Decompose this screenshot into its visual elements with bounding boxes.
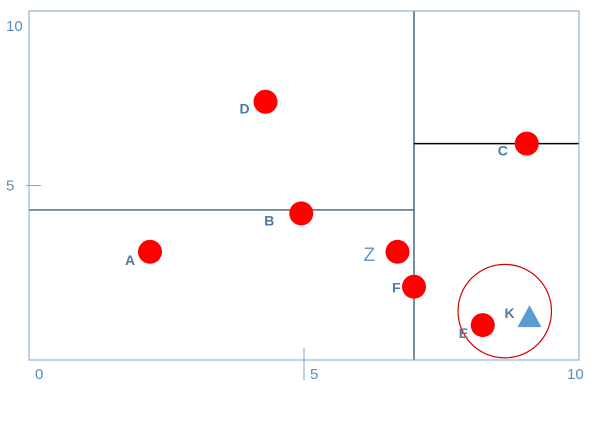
point-c [514,131,539,156]
point-d [253,89,278,114]
point-f [402,274,426,299]
point-label-c: C [498,143,508,159]
x-tick-label: 5 [310,366,318,383]
plot-frame [28,10,580,361]
query-point-label: K [505,305,515,321]
x-tick-label: 10 [567,366,584,383]
search-circle [457,263,553,359]
point-z [385,239,410,264]
y-tick-label: 5 [6,178,14,195]
search-circle-layer [457,263,553,359]
point-a [138,239,162,264]
points: A B C D E FZ [125,89,539,341]
point-label-a: A [125,252,135,268]
y-tick-label: 10 [6,18,23,35]
query-point-triangle [517,305,542,328]
axis-ticks: 0 5 10 5 10 [6,18,584,383]
point-label-f: F [392,280,401,296]
point-label-z: Z [364,245,376,266]
point-e [470,313,495,338]
point-label-d: D [240,101,250,117]
point-label-b: B [264,212,274,228]
query-point-layer: K [505,305,542,328]
split-lines [29,11,579,360]
point-label-e: E [459,325,468,341]
x-tick-label: 0 [35,366,43,383]
point-b [289,201,314,226]
